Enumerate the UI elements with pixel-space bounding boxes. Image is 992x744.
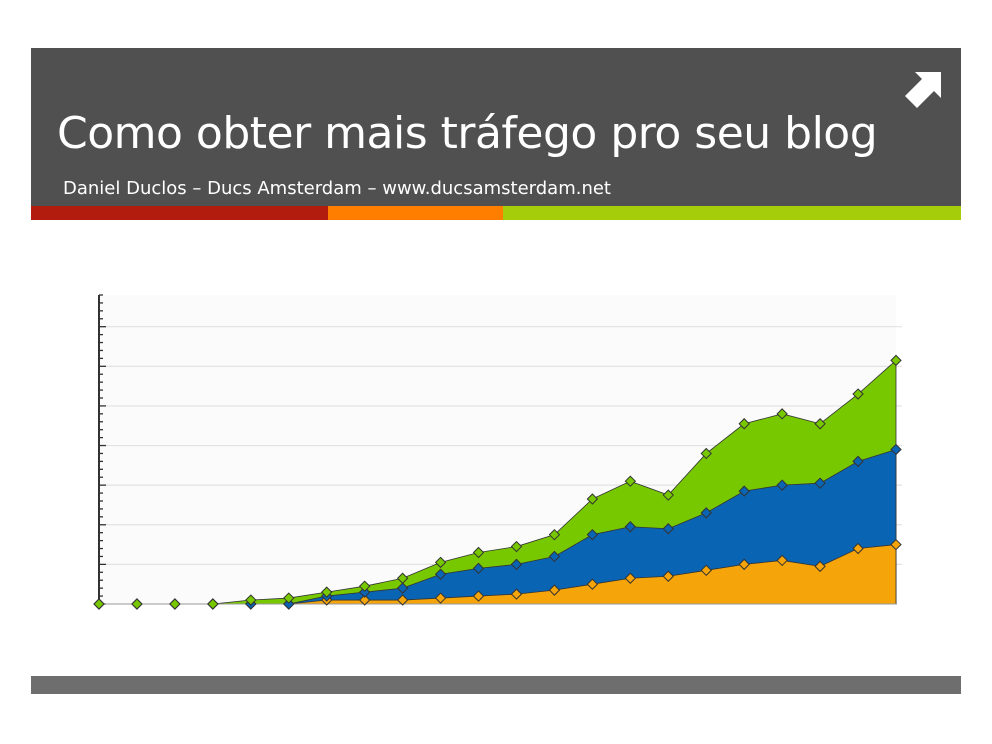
- data-point-series-1: [776, 554, 788, 567]
- accent-stripe-green: [503, 206, 961, 220]
- footer-bar: [31, 676, 961, 694]
- data-point-series-3: [738, 418, 750, 430]
- data-point-series-2: [472, 562, 485, 575]
- data-point-series-3: [358, 580, 371, 592]
- data-point-series-2: [396, 582, 409, 594]
- data-point-series-1: [890, 538, 902, 551]
- data-point-series-2: [738, 485, 750, 497]
- data-point-series-2: [434, 568, 447, 580]
- data-point-series-1: [358, 594, 371, 606]
- data-point-series-3: [434, 556, 447, 569]
- data-point-series-3: [93, 598, 105, 610]
- title-banner: Como obter mais tráfego pro seu blog Dan…: [31, 48, 961, 206]
- data-point-series-3: [624, 475, 637, 487]
- accent-stripe-red: [31, 206, 328, 220]
- data-point-series-2: [814, 477, 826, 489]
- data-point-series-1: [472, 590, 485, 602]
- data-point-series-2: [586, 528, 599, 541]
- data-point-series-1: [662, 570, 674, 582]
- data-point-series-2: [624, 521, 637, 533]
- data-point-series-2: [510, 558, 523, 571]
- data-point-series-1: [814, 560, 826, 573]
- data-point-series-1: [852, 542, 864, 555]
- slide-subtitle: Daniel Duclos – Ducs Amsterdam – www.duc…: [63, 178, 611, 199]
- traffic-area-chart: [93, 294, 902, 610]
- data-point-series-1: [738, 558, 750, 571]
- data-point-series-1: [548, 584, 561, 596]
- data-point-series-2: [776, 479, 788, 491]
- arrow-up-right-icon: [905, 72, 941, 108]
- data-point-series-2: [852, 455, 864, 468]
- data-point-series-3: [283, 592, 295, 604]
- data-point-series-3: [852, 388, 864, 400]
- slide-title: Como obter mais tráfego pro seu blog: [57, 108, 878, 159]
- data-point-series-3: [321, 586, 333, 598]
- data-point-series-1: [586, 578, 599, 590]
- data-point-series-3: [700, 447, 712, 460]
- accent-stripe-orange: [328, 206, 503, 220]
- data-point-series-3: [510, 540, 523, 553]
- data-point-series-3: [662, 489, 674, 501]
- data-point-series-1: [624, 572, 637, 584]
- data-point-series-3: [207, 598, 219, 610]
- data-point-series-2: [890, 443, 902, 456]
- data-point-series-3: [472, 546, 485, 559]
- data-point-series-3: [814, 418, 826, 430]
- data-point-series-3: [245, 594, 257, 606]
- data-point-series-2: [700, 507, 712, 519]
- data-point-series-3: [131, 598, 143, 610]
- data-point-series-2: [358, 586, 371, 598]
- data-point-series-1: [396, 594, 409, 606]
- data-point-series-2: [662, 523, 674, 535]
- data-point-series-1: [510, 588, 523, 600]
- data-point-series-3: [890, 354, 902, 367]
- data-point-series-3: [586, 493, 599, 505]
- data-point-series-3: [169, 598, 181, 610]
- data-point-series-3: [548, 528, 561, 541]
- data-point-series-2: [283, 598, 295, 610]
- data-point-series-1: [700, 564, 712, 577]
- data-point-series-3: [776, 408, 788, 420]
- data-point-series-2: [548, 550, 561, 563]
- data-point-series-3: [396, 572, 409, 584]
- data-point-series-1: [434, 592, 447, 604]
